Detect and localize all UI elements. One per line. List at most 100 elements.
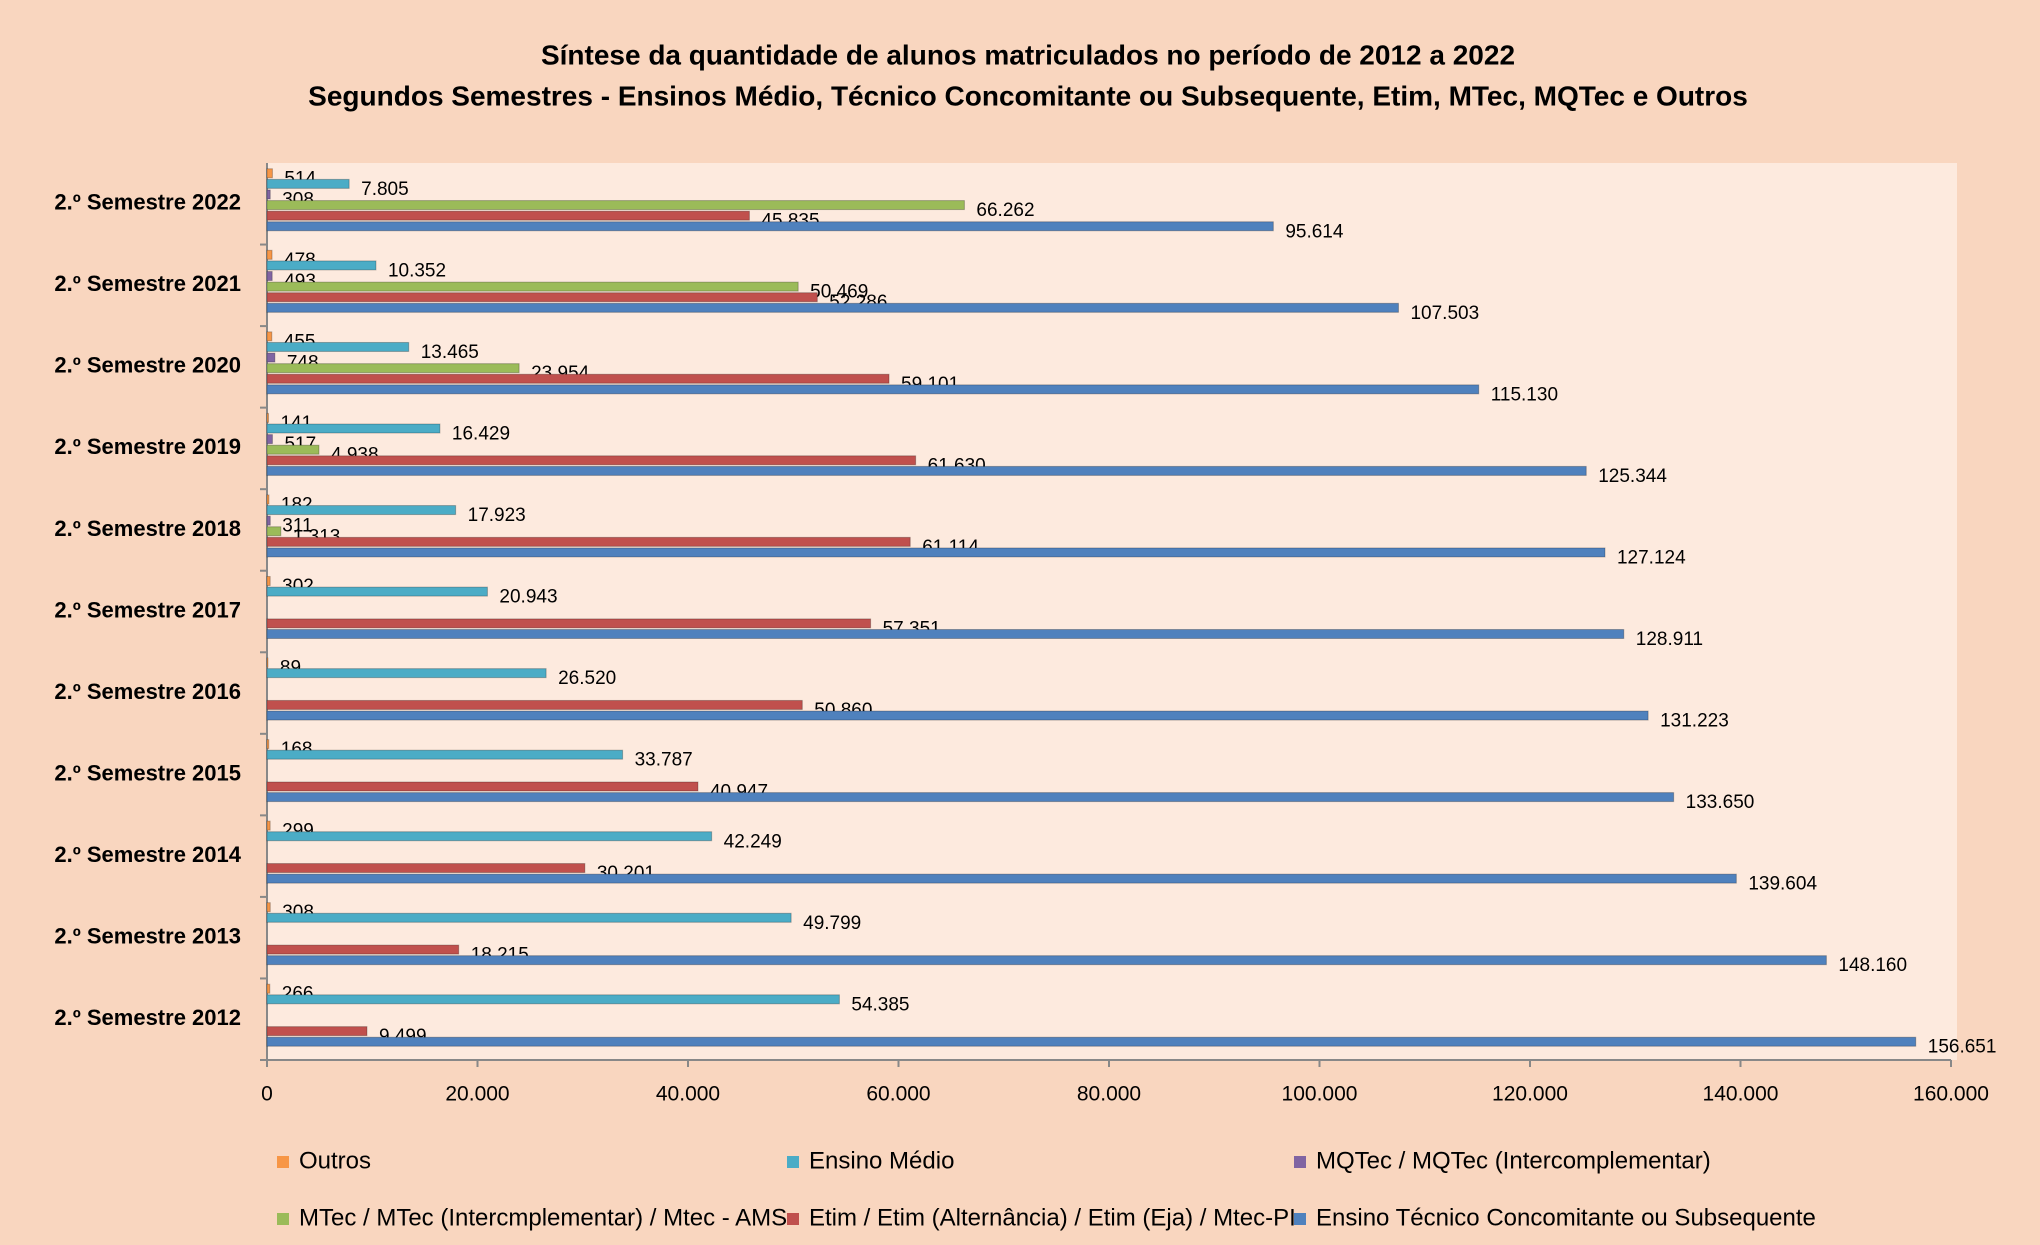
chart-subtitle: Segundos Semestres - Ensinos Médio, Técn…	[308, 80, 1748, 111]
legend-label: MTec / MTec (Intercmplementar) / Mtec - …	[299, 1204, 787, 1231]
bar	[266, 412, 269, 423]
bar	[266, 515, 271, 526]
legend-swatch	[787, 1213, 799, 1225]
bar	[266, 586, 488, 597]
bar	[266, 944, 460, 955]
y-tick-label: 2.º Semestre 2013	[54, 923, 241, 948]
data-label: 125.344	[1598, 466, 1667, 487]
bar	[266, 1026, 368, 1037]
bar	[266, 331, 273, 342]
data-label: 42.249	[724, 831, 782, 852]
bar	[266, 576, 271, 586]
bar	[266, 618, 872, 629]
x-tick-label: 40.000	[656, 1083, 720, 1106]
data-label: 10.352	[388, 260, 446, 281]
bar	[266, 494, 270, 505]
legend-label: Etim / Etim (Alternância) / Etim (Eja) /…	[809, 1204, 1296, 1231]
x-tick-label: 60.000	[866, 1083, 930, 1106]
data-label: 13.465	[421, 342, 479, 363]
legend-label: Outros	[299, 1147, 371, 1174]
bar	[266, 902, 271, 913]
legend-swatch	[277, 1156, 289, 1168]
bar	[266, 384, 1480, 395]
x-tick-label: 160.000	[1913, 1083, 1989, 1106]
data-label: 127.124	[1617, 547, 1686, 568]
legend-swatch	[787, 1156, 799, 1168]
bar	[266, 423, 441, 434]
data-label: 131.223	[1660, 711, 1729, 732]
data-label: 26.520	[558, 668, 616, 689]
bar	[266, 912, 792, 923]
bar	[266, 434, 273, 445]
data-label: 16.429	[452, 424, 510, 445]
bar	[266, 820, 271, 831]
y-tick-label: 2.º Semestre 2016	[54, 679, 241, 704]
x-tick-label: 140.000	[1703, 1083, 1779, 1106]
x-tick-label: 120.000	[1492, 1083, 1568, 1106]
data-label: 311	[282, 516, 312, 537]
bar	[266, 352, 276, 363]
bar	[266, 792, 1675, 803]
y-tick-label: 2.º Semestre 2022	[54, 190, 241, 215]
bar	[266, 629, 1625, 639]
plot-area	[267, 163, 1957, 1060]
bar	[266, 189, 271, 200]
y-tick-label: 2.º Semestre 2018	[54, 516, 241, 541]
bar	[266, 260, 377, 271]
y-tick-label: 2.º Semestre 2020	[54, 353, 241, 378]
data-label: 95.614	[1285, 221, 1344, 242]
data-label: 133.650	[1686, 792, 1755, 813]
bar	[266, 341, 410, 352]
bar	[266, 657, 269, 668]
bar	[266, 363, 520, 374]
data-label: 148.160	[1838, 955, 1907, 976]
data-label: 156.651	[1928, 1037, 1997, 1058]
bar	[266, 831, 713, 842]
legend-label: MQTec / MQTec (Intercomplementar)	[1316, 1147, 1711, 1174]
y-tick-label: 2.º Semestre 2012	[54, 1005, 241, 1030]
bar	[266, 699, 803, 710]
legend-label: Ensino Técnico Concomitante ou Subsequen…	[1316, 1204, 1816, 1231]
y-tick-label: 2.º Semestre 2017	[54, 597, 241, 622]
bar	[266, 168, 273, 179]
data-label: 20.943	[499, 587, 557, 608]
data-label: 33.787	[635, 750, 693, 771]
bar	[266, 249, 273, 260]
legend-swatch	[277, 1213, 289, 1225]
bar	[266, 536, 911, 547]
bar	[266, 444, 320, 455]
legend-swatch	[1294, 1156, 1306, 1168]
y-tick-label: 2.º Semestre 2019	[54, 434, 241, 459]
bar	[266, 465, 1587, 476]
x-tick-label: 80.000	[1077, 1083, 1141, 1106]
bar	[266, 505, 457, 516]
y-tick-label: 2.º Semestre 2021	[54, 271, 241, 296]
bar	[266, 302, 1399, 313]
y-tick-label: 2.º Semestre 2015	[54, 760, 241, 785]
data-label: 139.604	[1748, 874, 1817, 895]
data-label: 54.385	[851, 994, 909, 1015]
x-tick-label: 0	[261, 1083, 273, 1106]
bar	[266, 749, 624, 760]
bar	[266, 455, 917, 466]
data-label: 50.469	[810, 282, 868, 303]
bar	[266, 200, 965, 211]
x-tick-label: 100.000	[1282, 1083, 1358, 1106]
bar	[266, 221, 1274, 232]
bar	[266, 994, 840, 1005]
bar	[266, 526, 282, 537]
data-label: 128.911	[1636, 629, 1703, 650]
bar	[266, 955, 1827, 966]
legend-swatch	[1294, 1213, 1306, 1225]
bar	[266, 710, 1649, 721]
bar	[266, 547, 1606, 558]
bar	[266, 210, 750, 221]
bar	[266, 178, 350, 189]
x-tick-label: 20.000	[445, 1083, 509, 1106]
bar	[266, 373, 890, 384]
chart-title: Síntese da quantidade de alunos matricul…	[541, 39, 1515, 70]
data-label: 115.130	[1491, 384, 1558, 405]
y-tick-label: 2.º Semestre 2014	[54, 842, 241, 867]
bar	[266, 781, 699, 792]
